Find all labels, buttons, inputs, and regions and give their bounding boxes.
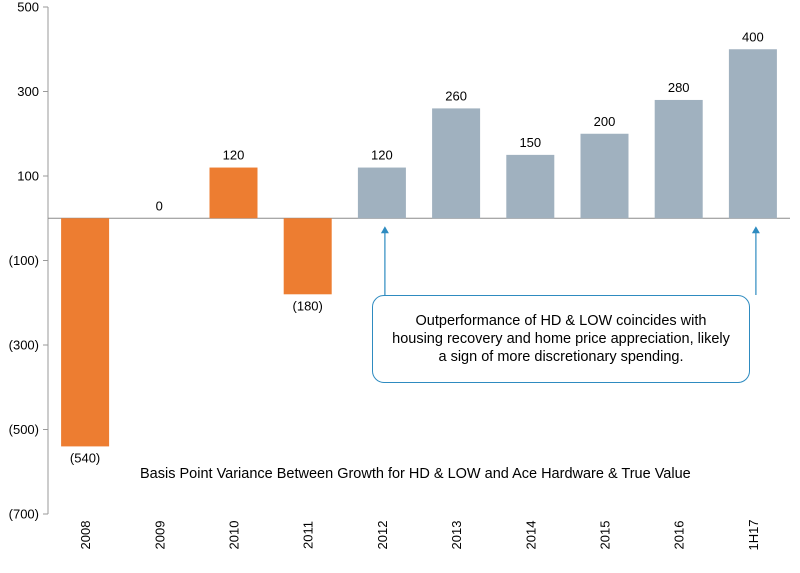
x-tick-label-2014: 2014 bbox=[523, 521, 538, 550]
data-label-2013: 260 bbox=[445, 88, 467, 103]
data-label-2012: 120 bbox=[371, 148, 393, 163]
data-label-1H17: 400 bbox=[742, 29, 764, 44]
chart-title: Basis Point Variance Between Growth for … bbox=[140, 466, 691, 482]
bar-2012 bbox=[357, 167, 406, 219]
bar-2010 bbox=[209, 167, 258, 219]
x-tick-label-2008: 2008 bbox=[78, 521, 93, 550]
data-label-2008: (540) bbox=[70, 450, 100, 465]
y-tick-label: 100 bbox=[17, 169, 39, 184]
bar-2008 bbox=[61, 218, 110, 447]
bar-2013 bbox=[432, 108, 481, 219]
data-label-2011: (180) bbox=[293, 298, 323, 313]
data-label-2016: 280 bbox=[668, 80, 690, 95]
y-tick-label: 300 bbox=[17, 84, 39, 99]
bar-2014 bbox=[506, 154, 555, 219]
bar-1H17 bbox=[728, 49, 777, 219]
bar-2016 bbox=[654, 99, 703, 219]
y-tick-label: 500 bbox=[17, 0, 39, 15]
x-tick-label-2016: 2016 bbox=[672, 521, 687, 550]
x-tick-label-2009: 2009 bbox=[152, 521, 167, 550]
annotation-text: Outperformance of HD & LOW coincides wit… bbox=[392, 313, 730, 365]
annotation-callout: Outperformance of HD & LOW coincides wit… bbox=[372, 295, 750, 383]
x-tick-label-2012: 2012 bbox=[375, 521, 390, 550]
x-tick-label-2011: 2011 bbox=[301, 521, 316, 549]
bar-2015 bbox=[580, 133, 629, 219]
annotation-arrowhead bbox=[751, 226, 760, 234]
x-tick-label-1H17: 1H17 bbox=[746, 519, 761, 550]
data-label-2015: 200 bbox=[594, 114, 616, 129]
data-label-2009: 0 bbox=[156, 198, 163, 213]
annotation-arrowhead bbox=[380, 226, 389, 234]
y-tick-label: (500) bbox=[9, 422, 39, 437]
data-label-2014: 150 bbox=[519, 135, 541, 150]
bar-2011 bbox=[283, 218, 332, 295]
x-tick-label-2015: 2015 bbox=[598, 521, 613, 550]
y-tick-label: (700) bbox=[9, 507, 39, 522]
data-label-2010: 120 bbox=[223, 148, 245, 163]
x-tick-label-2010: 2010 bbox=[227, 521, 242, 550]
y-tick-label: (100) bbox=[9, 253, 39, 268]
x-tick-label-2013: 2013 bbox=[449, 521, 464, 550]
y-tick-label: (300) bbox=[9, 338, 39, 353]
